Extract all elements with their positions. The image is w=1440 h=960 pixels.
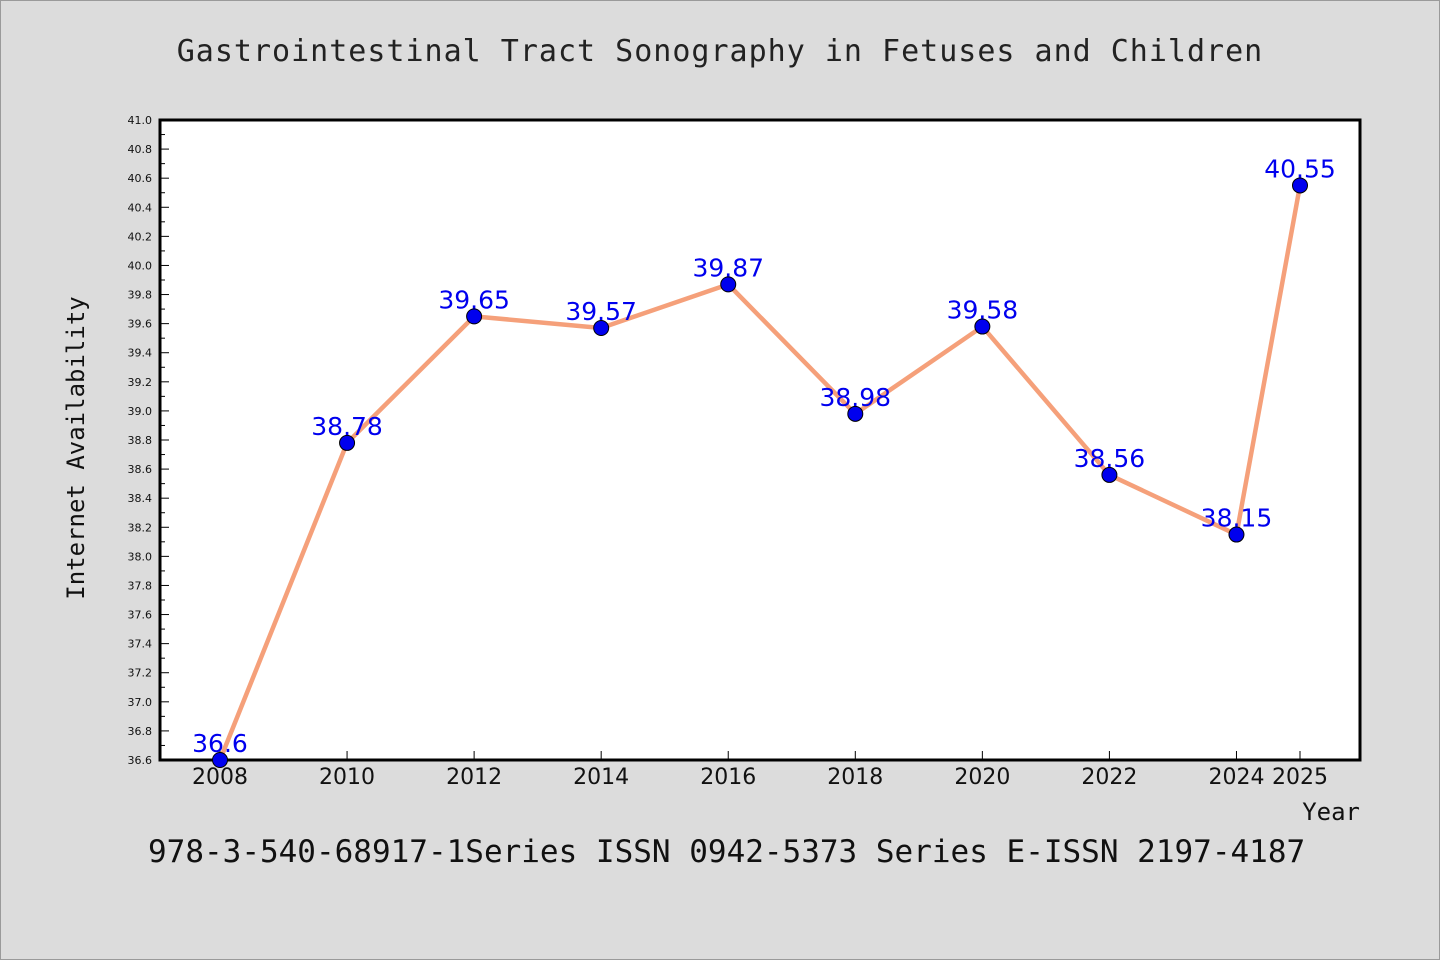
y-tick-label: 36.8 (128, 725, 153, 738)
y-tick-label: 37.8 (128, 579, 153, 592)
data-label-2008: 36.6 (192, 729, 248, 758)
data-point-2010 (339, 434, 356, 451)
data-point-2024 (1228, 526, 1245, 543)
data-point-2012 (466, 308, 483, 325)
y-tick-label: 37.4 (128, 638, 153, 651)
y-tick-label: 38.6 (128, 463, 153, 476)
x-tick-label: 2018 (827, 765, 883, 790)
y-tick-label: 36.6 (128, 754, 153, 767)
data-label-2022: 38.56 (1074, 444, 1146, 473)
x-tick-label: 2008 (192, 765, 248, 790)
y-tick-label: 41.0 (128, 114, 153, 127)
y-tick-label: 39.8 (128, 289, 153, 302)
plot-area (158, 118, 1362, 762)
y-tick-label: 38.8 (128, 434, 153, 447)
y-tick-label: 39.0 (128, 405, 153, 418)
y-tick-label: 40.4 (128, 201, 153, 214)
x-tick-label: 2020 (954, 765, 1010, 790)
y-tick-label: 38.0 (128, 550, 153, 563)
y-tick-label: 40.0 (128, 259, 153, 272)
x-tick-label: 2016 (700, 765, 756, 790)
data-point-2016 (720, 276, 737, 293)
x-tick-label: 2024 (1208, 765, 1264, 790)
x-axis-title: Year (1302, 798, 1360, 826)
y-axis-title: Internet Availability (62, 296, 90, 599)
data-point-2014 (593, 320, 610, 336)
chart-title: Gastrointestinal Tract Sonography in Fet… (176, 34, 1264, 69)
y-tick-label: 39.2 (128, 376, 153, 389)
series-line (217, 183, 1303, 763)
data-labels: 36.6 38.78 39.65 39.57 39.87 38.98 39.58 38.56 3… (192, 154, 1336, 758)
x-tick-label: 2025 (1272, 765, 1328, 790)
data-point-2025 (1292, 177, 1308, 194)
isbn-issn-footer: 978-3-540-68917-1Series ISSN 0942-5373 S… (148, 834, 1306, 870)
data-point-2022 (1101, 466, 1118, 483)
data-label-2014: 39.57 (565, 297, 637, 326)
y-tick-label: 39.4 (128, 347, 153, 360)
y-tick-label: 37.0 (128, 696, 153, 709)
data-point-2020 (974, 318, 991, 335)
x-tick-label: 2012 (446, 765, 502, 790)
y-tick-label: 40.6 (128, 172, 153, 185)
y-tick-label: 37.6 (128, 609, 153, 622)
y-tick-label: 38.2 (128, 521, 153, 534)
x-tick-label: 2022 (1081, 765, 1137, 790)
data-label-2012: 39.65 (438, 285, 510, 314)
x-tick-label: 2010 (319, 765, 375, 790)
data-label-2025: 40.55 (1264, 154, 1336, 183)
data-label-2010: 38.78 (311, 412, 383, 441)
y-tick-label: 39.6 (128, 318, 153, 331)
data-label-2024: 38.15 (1201, 504, 1273, 533)
y-tick-label: 40.8 (128, 143, 153, 156)
x-tick-label: 2014 (573, 765, 629, 790)
axes: 36.6 36.8 37.0 37.2 37.4 37.6 37.8 38.0 38.2 38.4… (62, 114, 1362, 826)
data-label-2020: 39.58 (947, 296, 1019, 325)
data-label-2016: 39.87 (692, 253, 764, 282)
y-tick-label: 37.2 (128, 667, 153, 680)
y-tick-label: 40.2 (128, 230, 153, 243)
data-label-2018: 38.98 (820, 383, 892, 412)
data-point-2008 (212, 752, 228, 768)
y-tick-label: 38.4 (128, 492, 153, 505)
data-point-2018 (847, 405, 864, 422)
series-layer (212, 177, 1308, 768)
